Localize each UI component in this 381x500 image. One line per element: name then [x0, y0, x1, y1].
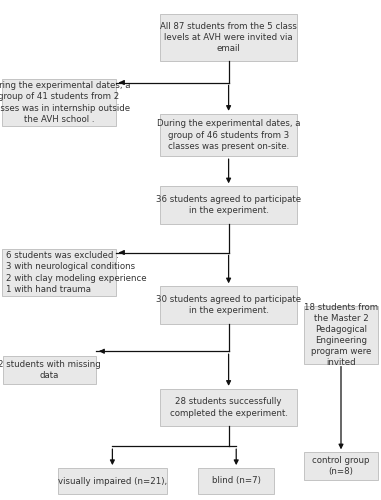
FancyBboxPatch shape: [160, 286, 297, 324]
Text: 2 students with missing
data: 2 students with missing data: [0, 360, 101, 380]
FancyBboxPatch shape: [58, 468, 167, 494]
Text: blind (n=7): blind (n=7): [212, 476, 261, 486]
Text: control group
(n=8): control group (n=8): [312, 456, 370, 476]
Text: 36 students agreed to participate
in the experiment.: 36 students agreed to participate in the…: [156, 195, 301, 215]
FancyBboxPatch shape: [160, 14, 297, 61]
FancyBboxPatch shape: [2, 78, 116, 126]
Text: During the experimental dates, a
group of 41 students from 2
classes was in inte: During the experimental dates, a group o…: [0, 82, 131, 124]
FancyBboxPatch shape: [198, 468, 274, 494]
Text: 6 students was excluded :
3 with neurological conditions
2 with clay modeling ex: 6 students was excluded : 3 with neurolo…: [6, 252, 146, 294]
FancyBboxPatch shape: [160, 186, 297, 224]
FancyBboxPatch shape: [2, 248, 116, 296]
Text: 28 students successfully
completed the experiment.: 28 students successfully completed the e…: [170, 398, 288, 417]
Text: All 87 students from the 5 class
levels at AVH were invited via
email: All 87 students from the 5 class levels …: [160, 22, 297, 53]
FancyBboxPatch shape: [160, 114, 297, 156]
FancyBboxPatch shape: [304, 452, 378, 480]
Text: visually impaired (n=21),: visually impaired (n=21),: [58, 476, 167, 486]
Text: 18 students from
the Master 2
Pedagogical
Engineering
program were
invited: 18 students from the Master 2 Pedagogica…: [304, 302, 378, 367]
Text: During the experimental dates, a
group of 46 students from 3
classes was present: During the experimental dates, a group o…: [157, 120, 300, 150]
FancyBboxPatch shape: [304, 306, 378, 364]
Text: 30 students agreed to participate
in the experiment.: 30 students agreed to participate in the…: [156, 295, 301, 315]
FancyBboxPatch shape: [3, 356, 96, 384]
FancyBboxPatch shape: [160, 389, 297, 426]
